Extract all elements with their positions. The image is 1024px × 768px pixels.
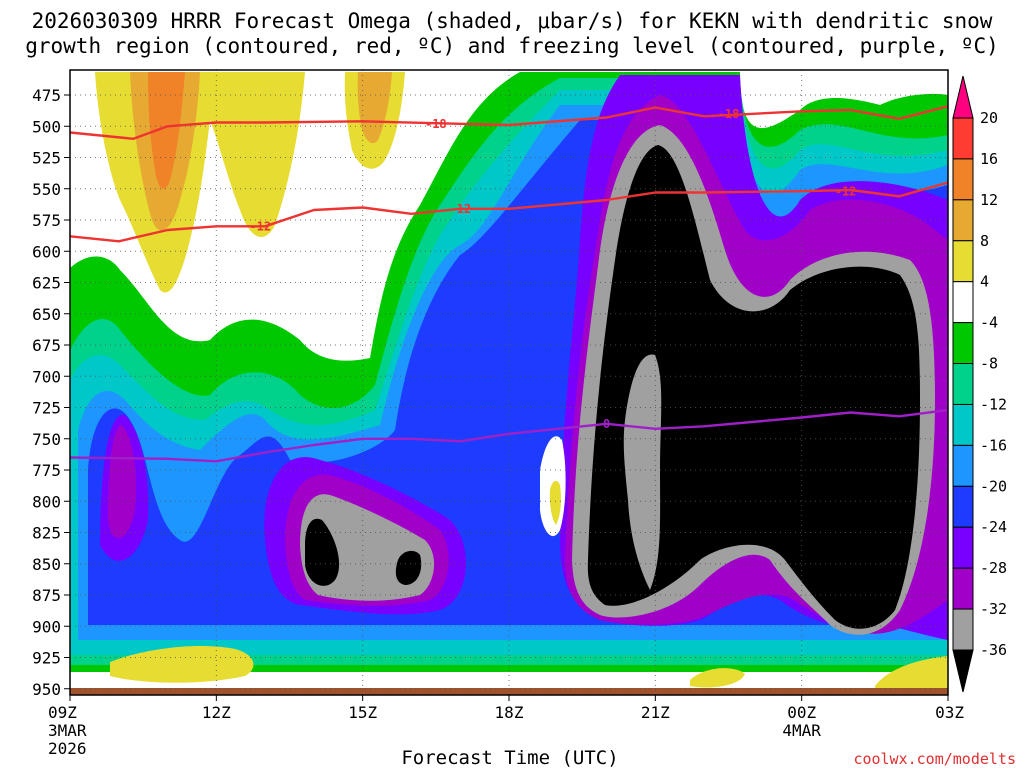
contour-label: -12 [449,202,471,216]
y-tick-label: 800 [32,492,61,511]
colorbar-segment [952,608,974,651]
terrain-band [70,688,948,695]
colorbar-segment [952,240,974,283]
y-tick-label: 575 [32,211,61,230]
y-tick-label: 650 [32,305,61,324]
y-tick-label: 825 [32,524,61,543]
y-axis: 475 500 525 550 575 600 625 650 675 700 725 750 775 8… [32,86,70,699]
colorbar-segment [952,403,974,446]
colorbar-label: -20 [980,477,1007,495]
x-tick-label: 21Z [641,703,670,722]
y-tick-label: 500 [32,117,61,136]
contour-line--12 [70,181,948,243]
x-tick-label: 00Z [787,703,816,722]
x-date-label: 3MAR [48,721,87,740]
colorbar-label: -8 [980,355,998,373]
y-tick-label: 850 [32,555,61,574]
colorbar-label: -28 [980,559,1007,577]
colorbar-label: 4 [980,273,989,291]
contour-line--18 [70,105,948,141]
contour-label: -18 [718,107,740,121]
colorbar-label: -36 [980,641,1007,659]
colorbar-segment [952,199,974,242]
x-tick-label: 09Z [48,703,77,722]
y-tick-label: 750 [32,430,61,449]
y-tick-label: 550 [32,180,61,199]
contour-lines: -18 -18 -12 -12 -12 0 [70,105,948,463]
colorbar-segment [952,567,974,610]
y-tick-label: 675 [32,336,61,355]
y-tick-label: 950 [32,680,61,699]
watermark: coolwx.com/modelts [853,750,1016,768]
y-tick-label: 775 [32,461,61,480]
x-year-label: 2026 [48,739,87,758]
colorbar-segment [952,322,974,365]
chart-title-line2: growth region (contoured, red, ºC) and f… [25,34,999,58]
colorbar-segment [952,158,974,201]
y-tick-label: 525 [32,149,61,168]
contour-label: -18 [425,117,447,131]
colorbar-label: 12 [980,191,998,209]
y-tick-label: 725 [32,399,61,418]
colorbar-label: -4 [980,314,998,332]
colorbar-label: -12 [980,395,1007,413]
colorbar: 20 16 12 8 4 -4 -8 -12 -16 -20 -24 -28 -32 -36 [952,75,1007,693]
contour-label: 0 [603,417,610,431]
omega-shading [70,70,948,695]
colorbar-label: -24 [980,518,1007,536]
x-axis-title: Forecast Time (UTC) [401,747,618,768]
contour-label: -12 [835,184,857,198]
colorbar-segment [952,281,974,324]
colorbar-label: -32 [980,600,1007,618]
y-tick-label: 475 [32,86,61,105]
colorbar-bottom-arrow [952,649,974,693]
colorbar-segment [952,444,974,487]
chart-title-line1: 2026030309 HRRR Forecast Omega (shaded, … [32,9,993,33]
x-tick-label: 12Z [202,703,231,722]
y-tick-label: 700 [32,367,61,386]
colorbar-label: 20 [980,109,998,127]
colorbar-segment [952,526,974,569]
contour-line-0 [70,408,948,463]
x-tick-label: 18Z [495,703,524,722]
colorbar-label: 16 [980,150,998,168]
colorbar-segment [952,363,974,405]
x-date-label: 4MAR [782,721,821,740]
y-tick-label: 925 [32,649,61,668]
colorbar-label: 8 [980,232,989,250]
x-tick-label: 15Z [348,703,377,722]
colorbar-segment [952,117,974,160]
colorbar-label: -16 [980,436,1007,454]
x-tick-label: 03Z [935,703,964,722]
colorbar-segment [952,485,974,528]
y-tick-label: 875 [32,586,61,605]
y-tick-label: 600 [32,242,61,261]
y-tick-label: 900 [32,617,61,636]
colorbar-top-arrow [952,75,974,119]
y-tick-label: 625 [32,274,61,293]
contour-label: -12 [249,219,271,233]
